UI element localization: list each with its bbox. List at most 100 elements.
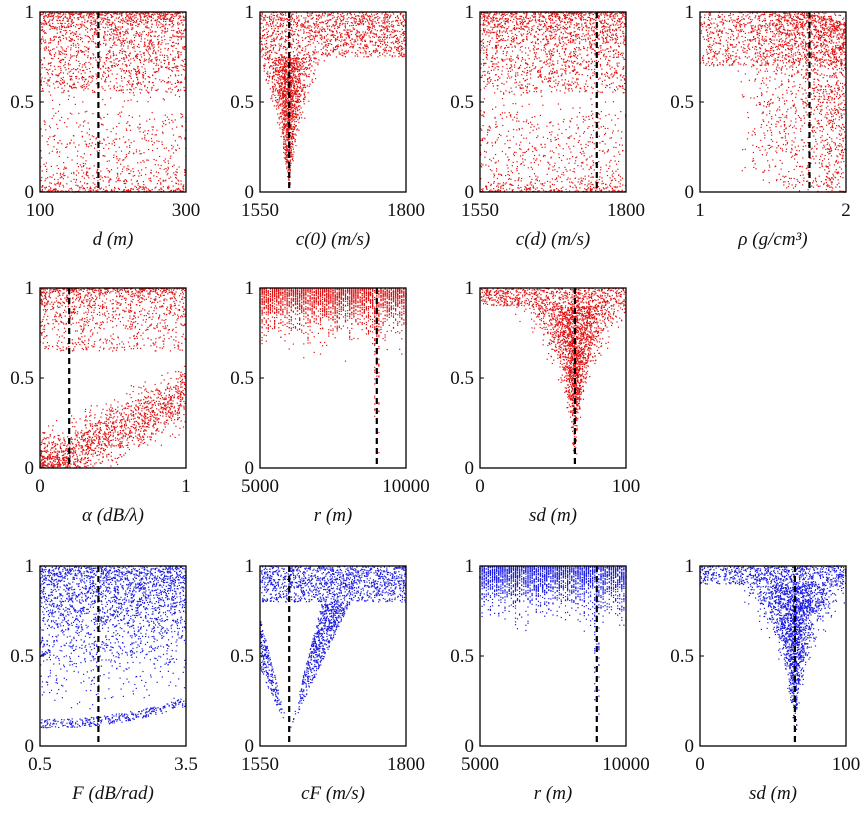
data-point — [170, 190, 172, 192]
data-point — [148, 54, 151, 56]
data-point — [294, 67, 296, 69]
data-point — [70, 49, 72, 51]
data-point — [360, 39, 362, 41]
data-point — [386, 36, 388, 39]
data-point — [42, 38, 44, 40]
data-point — [279, 58, 281, 60]
data-point — [119, 26, 121, 28]
data-point — [184, 58, 186, 60]
data-point — [59, 151, 61, 153]
data-point — [343, 17, 345, 19]
data-point — [265, 45, 267, 47]
data-point — [57, 182, 59, 184]
data-point — [284, 152, 286, 154]
data-point — [66, 146, 68, 148]
data-point — [55, 80, 58, 82]
data-point — [369, 40, 371, 42]
data-point — [163, 81, 166, 83]
data-point — [290, 86, 292, 88]
data-point — [322, 21, 324, 23]
data-point — [329, 28, 331, 31]
data-point — [142, 75, 144, 77]
data-point — [118, 177, 120, 179]
data-point — [278, 118, 280, 120]
data-point — [144, 84, 146, 87]
data-point — [379, 54, 381, 57]
data-point — [82, 187, 84, 189]
data-point — [184, 174, 186, 176]
data-point — [310, 57, 312, 59]
data-point — [125, 64, 127, 66]
data-point — [372, 20, 374, 22]
data-point — [292, 40, 295, 43]
data-point — [283, 151, 285, 154]
data-point — [280, 61, 282, 63]
data-point — [362, 52, 364, 54]
data-point — [285, 154, 287, 156]
data-point — [63, 168, 65, 170]
data-point — [290, 60, 292, 62]
data-point — [296, 85, 299, 87]
data-point — [157, 44, 159, 46]
x-tick-label: 300 — [172, 200, 201, 221]
data-point — [157, 43, 159, 45]
data-point — [375, 41, 377, 43]
data-point — [174, 56, 176, 58]
data-point — [107, 136, 109, 138]
data-point — [350, 42, 352, 44]
data-point — [275, 87, 277, 89]
data-point — [160, 187, 162, 189]
data-point — [145, 12, 147, 14]
data-point — [291, 72, 293, 74]
data-point — [275, 33, 277, 35]
data-point — [349, 29, 351, 31]
data-point — [168, 20, 170, 22]
data-point — [122, 92, 124, 94]
data-point — [283, 114, 285, 116]
data-point — [47, 144, 49, 146]
data-point — [87, 41, 89, 43]
data-point — [149, 46, 151, 49]
data-point — [180, 183, 182, 185]
data-point — [144, 78, 146, 80]
data-point — [115, 181, 117, 183]
data-point — [86, 21, 88, 23]
data-point — [368, 15, 371, 17]
data-point — [146, 50, 148, 52]
data-point — [138, 175, 140, 177]
data-point — [137, 25, 139, 28]
data-point — [128, 59, 130, 61]
data-point — [390, 47, 392, 49]
data-point — [286, 61, 288, 63]
data-point — [153, 46, 155, 48]
data-point — [164, 27, 166, 29]
data-point — [100, 118, 102, 120]
data-point — [45, 15, 47, 17]
data-point — [263, 70, 265, 72]
data-point — [157, 41, 160, 43]
data-point — [70, 78, 72, 80]
data-point — [295, 76, 297, 78]
data-point — [393, 43, 395, 45]
data-point — [372, 36, 374, 38]
data-point — [282, 112, 284, 114]
data-point — [131, 27, 133, 29]
data-point — [44, 42, 46, 44]
data-point — [112, 140, 114, 142]
data-point — [400, 49, 402, 51]
data-point — [116, 126, 118, 128]
data-point — [311, 78, 313, 80]
data-point — [289, 80, 291, 82]
data-point — [67, 26, 69, 28]
data-point — [290, 154, 293, 156]
data-point — [271, 38, 273, 41]
data-point — [152, 81, 154, 84]
data-point — [287, 103, 289, 105]
data-point — [296, 88, 298, 90]
data-point — [122, 40, 124, 42]
data-point — [54, 189, 56, 191]
data-point — [277, 82, 279, 84]
data-point — [110, 190, 112, 192]
data-point — [107, 12, 109, 14]
data-point — [108, 21, 110, 23]
